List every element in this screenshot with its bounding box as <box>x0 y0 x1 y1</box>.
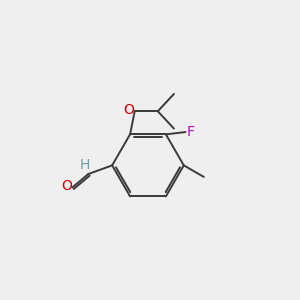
Text: F: F <box>187 125 195 139</box>
Text: H: H <box>80 158 90 172</box>
Text: O: O <box>61 179 72 193</box>
Text: O: O <box>124 103 134 117</box>
